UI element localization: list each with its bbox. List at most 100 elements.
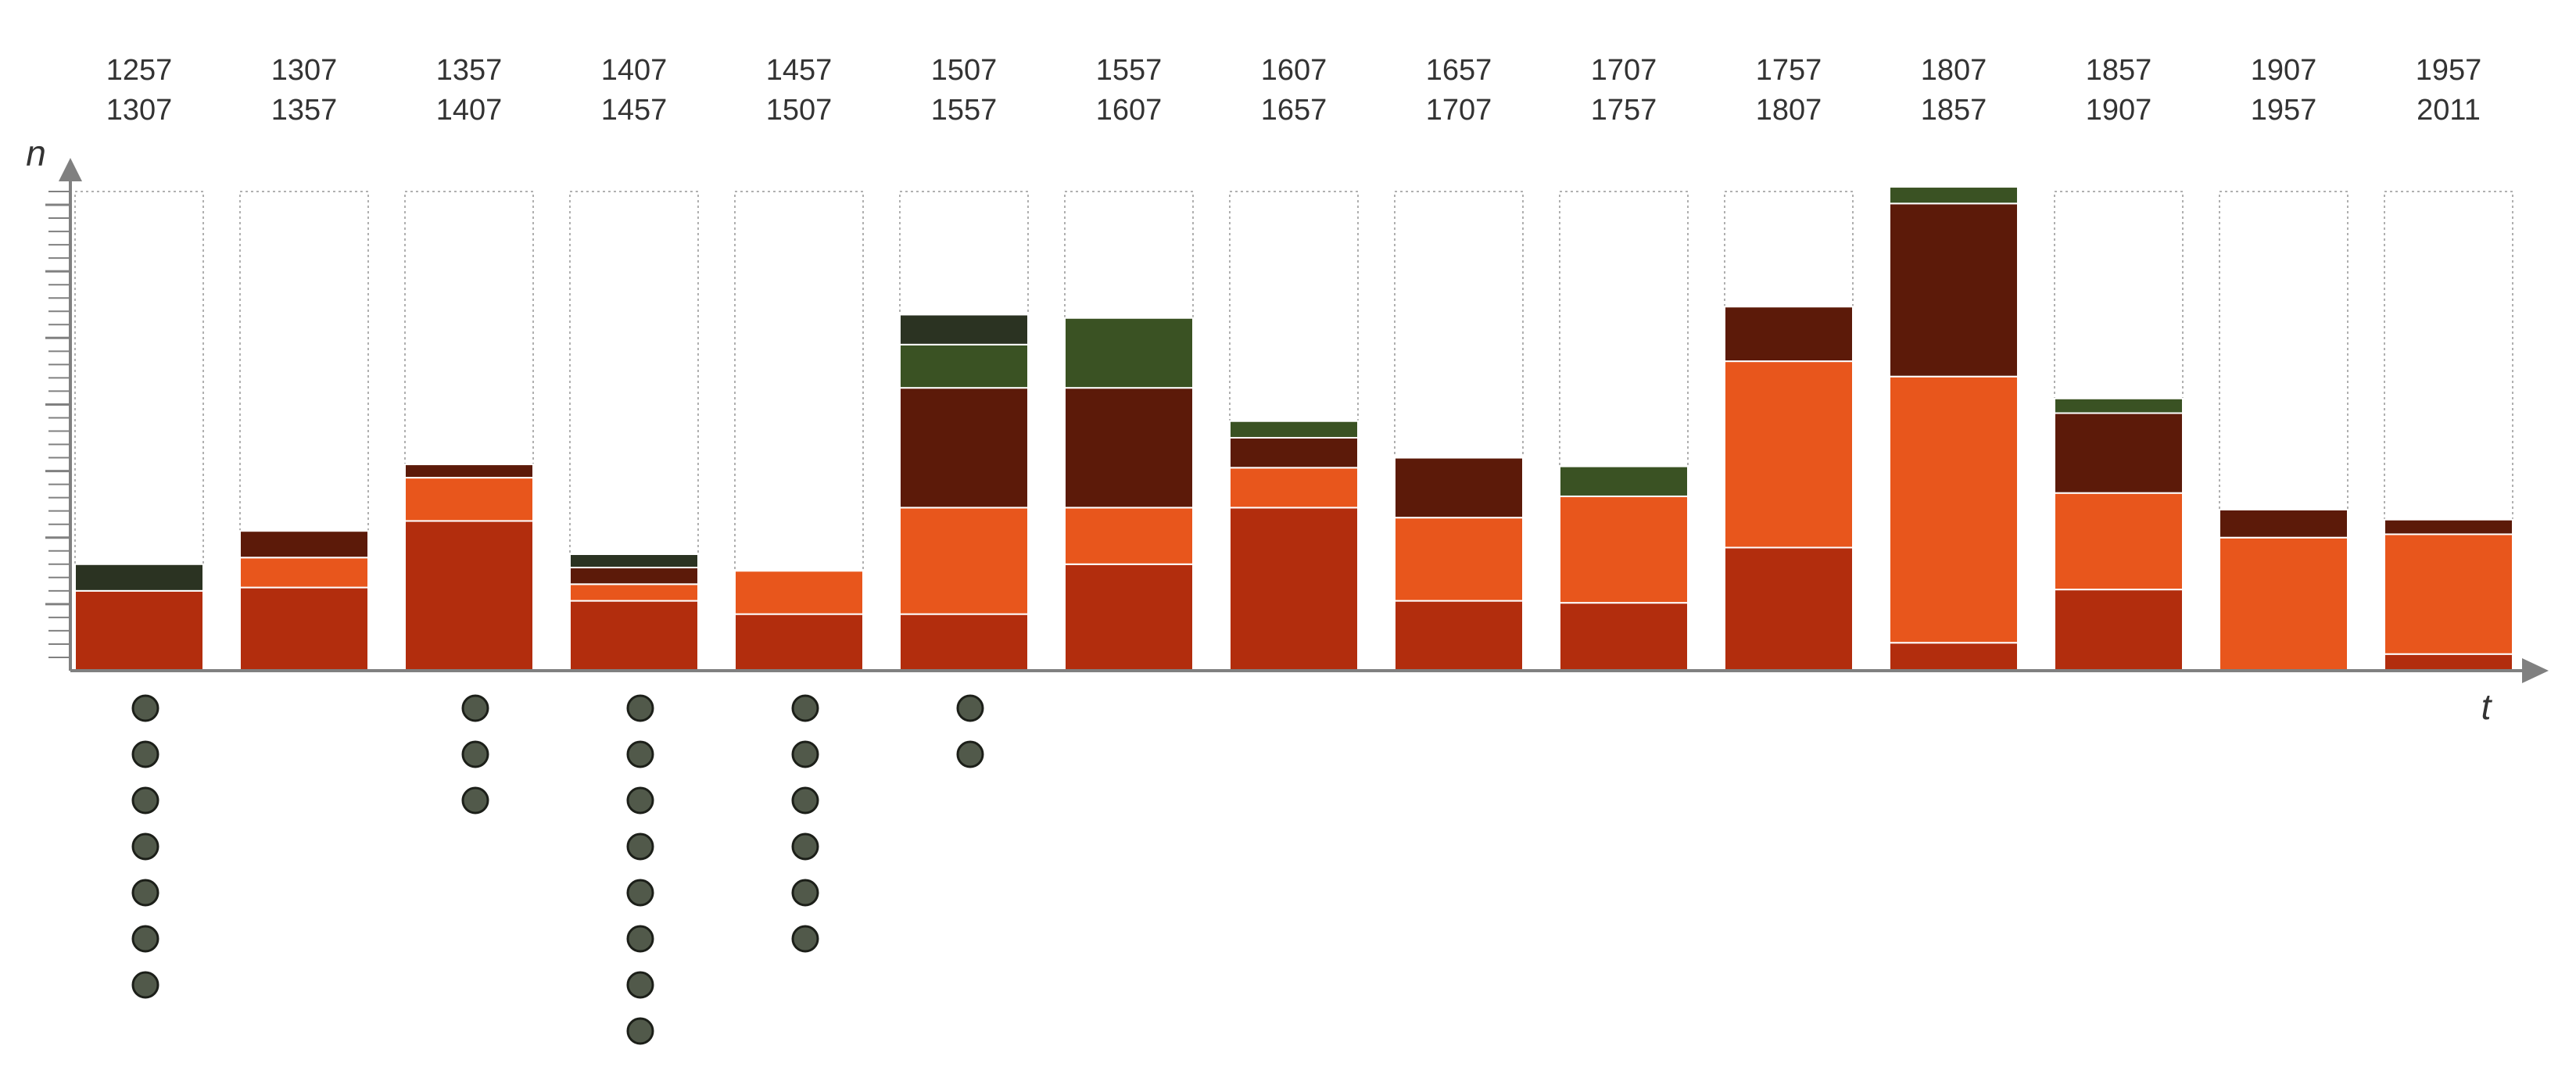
dot-marker: [626, 832, 654, 861]
dot-marker: [626, 694, 654, 722]
bar-segment-s4: [2054, 397, 2184, 414]
bar-segment-s1: [734, 613, 864, 672]
category-start-label: 1257: [106, 54, 173, 87]
column-frame: [2219, 191, 2348, 671]
category-end-label: 1657: [1261, 94, 1327, 127]
dot-marker: [626, 971, 654, 999]
bar-segment-s3: [2219, 508, 2348, 539]
column-frame: [2384, 191, 2513, 671]
category-end-label: 1307: [106, 94, 173, 127]
bar-segment-s4: [1889, 186, 2019, 205]
bar-segment-s2: [2219, 536, 2348, 671]
bar-segment-s2: [1064, 507, 1194, 565]
category-start-label: 1357: [436, 54, 503, 87]
bar-segment-s1: [1229, 507, 1359, 671]
dot-marker: [626, 740, 654, 768]
bar-segment-s5: [899, 313, 1029, 346]
dot-marker: [131, 694, 159, 722]
bar-segment-s1: [404, 520, 534, 671]
bar-segment-s3: [2054, 412, 2184, 494]
bar-segment-s3: [1394, 457, 1524, 519]
bar-segment-s2: [1394, 517, 1524, 602]
dot-marker: [626, 786, 654, 815]
bar-segment-s5: [569, 553, 699, 569]
column-frame: [239, 191, 369, 671]
category-end-label: 1957: [2251, 94, 2317, 127]
category-end-label: 1557: [931, 94, 998, 127]
column-frame: [1559, 191, 1689, 671]
category-end-label: 1907: [2086, 94, 2152, 127]
bar-segment-s2: [1229, 467, 1359, 509]
bar-segment-s1: [1724, 546, 1854, 671]
bar-segment-s2: [239, 557, 369, 589]
bar-segment-s1: [2384, 653, 2513, 671]
bar-segment-s2: [404, 477, 534, 522]
dot-marker: [791, 879, 819, 907]
dot-marker: [461, 694, 489, 722]
dot-marker: [791, 832, 819, 861]
category-start-label: 1307: [271, 54, 338, 87]
x-axis-label: t: [2481, 686, 2493, 727]
bar-segment-s3: [404, 464, 534, 479]
category-end-label: 1357: [271, 94, 338, 127]
dot-marker: [131, 740, 159, 768]
category-start-label: 1457: [766, 54, 833, 87]
bar-segment-s1: [1394, 600, 1524, 672]
dot-markers: [131, 694, 984, 1045]
bar-segment-s3: [1724, 306, 1854, 363]
bar-segment-s2: [1724, 360, 1854, 549]
bar-segment-s2: [734, 570, 864, 615]
category-end-label: 1707: [1426, 94, 1492, 127]
dot-marker: [626, 925, 654, 953]
column-frame: [734, 191, 864, 671]
bar-segment-s2: [2054, 492, 2184, 591]
dot-marker: [131, 786, 159, 815]
category-start-label: 1407: [601, 54, 668, 87]
bar-segments: [74, 186, 2513, 672]
dot-marker: [791, 786, 819, 815]
bar-segment-s3: [2384, 518, 2513, 535]
category-end-label: 1607: [1096, 94, 1163, 127]
x-axis-arrow-icon: [2522, 658, 2549, 683]
bar-segment-s1: [569, 600, 699, 672]
category-end-label: 1407: [436, 94, 503, 127]
bar-segment-s3: [239, 530, 369, 559]
bar-segment-s1: [239, 586, 369, 672]
category-start-label: 1757: [1756, 54, 1822, 87]
category-start-label: 1707: [1591, 54, 1657, 87]
dot-marker: [791, 694, 819, 722]
y-axis-ticks: [45, 191, 70, 658]
category-end-label: 1857: [1921, 94, 1987, 127]
bar-segment-s2: [1559, 495, 1689, 604]
category-start-label: 1857: [2086, 54, 2152, 87]
category-start-label: 1607: [1261, 54, 1327, 87]
bar-segment-s4: [1559, 465, 1689, 497]
dot-marker: [956, 694, 984, 722]
bar-segment-s3: [899, 387, 1029, 509]
bar-segment-s2: [1889, 375, 2019, 644]
column-frame: [569, 191, 699, 671]
bar-segment-s3: [1229, 437, 1359, 469]
bar-segment-s2: [2384, 533, 2513, 655]
category-end-label: 1507: [766, 94, 833, 127]
category-end-label: 1757: [1591, 94, 1657, 127]
column-frame: [1394, 191, 1524, 671]
category-start-label: 1657: [1426, 54, 1492, 87]
bar-segment-s3: [569, 567, 699, 585]
column-frame: [404, 191, 534, 671]
column-frame: [74, 191, 204, 671]
bar-segment-s1: [1064, 563, 1194, 671]
bar-segment-s1: [74, 589, 204, 671]
category-start-label: 1507: [931, 54, 998, 87]
category-start-label: 1807: [1921, 54, 1987, 87]
dot-marker: [956, 740, 984, 768]
category-start-label: 1557: [1096, 54, 1163, 87]
dot-marker: [626, 879, 654, 907]
bar-segment-s4: [1229, 420, 1359, 439]
category-labels: 1257 1307 1307 1357 1357 1407 1407 1457 1457 1507…: [106, 54, 2482, 127]
category-end-label: 1807: [1756, 94, 1822, 127]
category-start-label: 1907: [2251, 54, 2317, 87]
category-end-label: 1457: [601, 94, 668, 127]
